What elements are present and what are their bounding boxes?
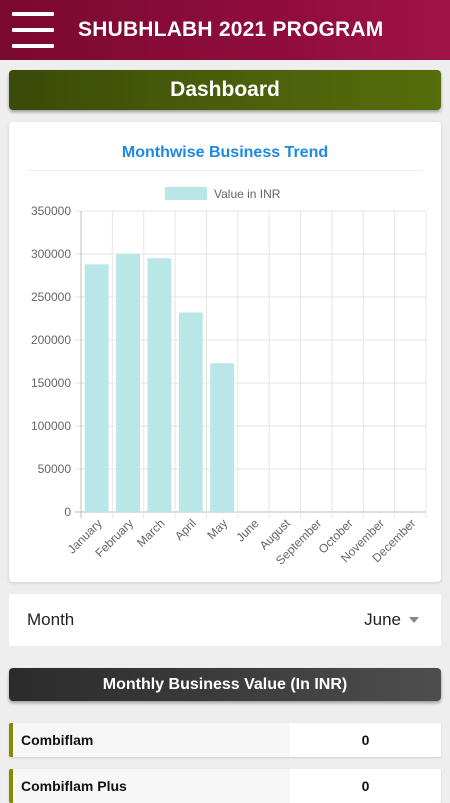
x-tick-label: March [134,516,167,549]
y-tick-label: 150000 [31,376,71,390]
app-bar: SHUBHLABH 2021 PROGRAM [0,0,450,60]
product-row: Combiflam Plus 0 [9,769,441,803]
x-tick-label: April [172,516,199,543]
app-title: SHUBHLABH 2021 PROGRAM [78,18,384,41]
y-tick-label: 100000 [31,419,71,433]
chart-card: Monthwise Business Trend 0 50000 100000 150… [9,122,441,582]
x-tick-label: June [233,516,262,545]
bar[interactable] [147,258,172,512]
dashboard-header: Dashboard [9,70,441,110]
y-tick-label: 200000 [31,333,71,347]
legend-label: Value in INR [214,187,281,201]
product-value: 0 [361,732,370,748]
monthly-value-header: Monthly Business Value (In INR) [9,668,441,701]
product-name: Combiflam [13,723,290,757]
chart-divider [27,170,423,171]
month-label: Month [27,610,75,629]
x-tick-label: May [204,516,230,542]
y-tick-label: 300000 [31,247,71,261]
monthly-value-title: Monthly Business Value (In INR) [102,675,348,693]
legend-swatch [165,187,207,200]
month-selected-value: June [364,610,401,629]
caret-down-icon [409,617,419,623]
bar-chart: 0 50000 100000 150000 200000 250000 300000 3500… [31,187,427,568]
bar[interactable] [116,254,140,512]
y-tick-label: 350000 [31,204,71,218]
month-dropdown[interactable]: June [364,610,419,630]
bar[interactable] [178,312,203,512]
dashboard-title: Dashboard [170,78,280,101]
y-tick-label: 0 [64,505,71,519]
bar[interactable] [210,363,235,512]
product-row: Combiflam 0 [9,723,441,757]
product-value: 0 [361,778,370,794]
y-tick-label: 50000 [38,462,72,476]
product-name: Combiflam Plus [13,769,290,803]
hamburger-icon[interactable] [12,12,54,48]
bar[interactable] [84,264,109,512]
month-selector-row: Month June [9,594,441,646]
y-tick-label: 250000 [31,290,71,304]
chart-title: Monthwise Business Trend [121,144,329,161]
